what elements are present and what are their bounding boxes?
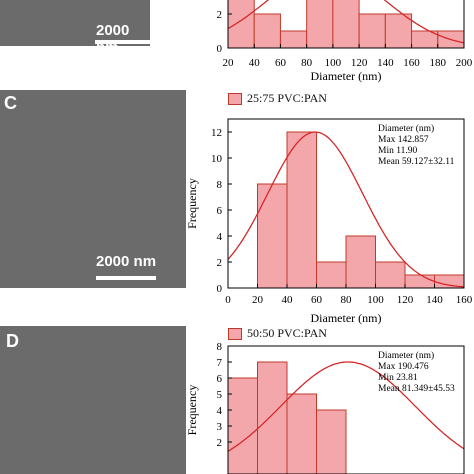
y-tick-label: 7 — [217, 357, 223, 369]
panel-letter-d: D — [6, 331, 19, 351]
scale-bar — [95, 40, 150, 44]
sem-image-c: C 2000 nm — [0, 90, 186, 288]
x-tick-label: 60 — [311, 294, 323, 306]
histogram-bar — [227, 0, 255, 49]
x-tick-label: 0 — [225, 294, 231, 306]
y-tick-label: 8 — [217, 179, 223, 191]
x-tick-label: 120 — [351, 57, 368, 69]
histogram-bar — [286, 131, 317, 289]
stats-annotation: Diameter (nm) — [378, 123, 434, 134]
y-tick-label: 6 — [217, 205, 223, 217]
histogram-bar — [358, 13, 386, 49]
x-tick-label: 140 — [377, 57, 394, 69]
stats-annotation: Min 23.81 — [378, 373, 418, 383]
legend-label: 25:75 PVC:PAN — [247, 91, 327, 105]
y-tick-label: 2 — [217, 437, 223, 449]
normal-fit-curve — [227, 131, 465, 288]
y-tick-label: 4 — [217, 231, 223, 243]
x-tick-label: 160 — [403, 57, 420, 69]
x-tick-label: 60 — [275, 57, 287, 69]
histogram-bar — [384, 13, 413, 49]
x-tick-label: 40 — [249, 57, 261, 69]
y-tick-label: 10 — [211, 153, 223, 165]
y-tick-label: 12 — [211, 127, 222, 139]
y-tick-label: 4 — [217, 405, 223, 417]
legend-c: 25:75 PVC:PAN — [228, 91, 327, 106]
x-tick-label: 120 — [397, 294, 414, 306]
histogram-bar — [279, 30, 308, 49]
scale-label: 2000 nm — [96, 253, 157, 270]
x-tick-label: 100 — [367, 294, 384, 306]
x-tick-label: 200 — [456, 57, 473, 69]
histogram-bar — [316, 409, 347, 474]
y-tick-label: 5 — [217, 389, 223, 401]
y-tick-label: 3 — [217, 421, 223, 433]
sem-image-top: 2000 nm — [0, 0, 150, 46]
y-axis-label: Frequency — [185, 385, 199, 436]
y-tick-label: 2 — [217, 9, 223, 21]
stats-annotation: Max 190.476 — [378, 362, 429, 372]
y-tick-label: 0 — [217, 283, 223, 295]
histogram-bar — [257, 361, 288, 474]
histogram-bar — [227, 377, 258, 474]
normal-fit-curve — [227, 0, 465, 44]
x-tick-label: 180 — [430, 57, 447, 69]
stats-annotation: Min 11.90 — [378, 146, 417, 156]
x-tick-label: 20 — [223, 57, 235, 69]
histogram-bar — [286, 393, 317, 474]
x-tick-label: 100 — [325, 57, 342, 69]
histogram-bar — [306, 0, 334, 49]
legend-label: 50:50 PVC:PAN — [247, 326, 327, 340]
stats-annotation: Max 142.857 — [378, 135, 429, 145]
histogram-bar — [257, 183, 288, 289]
histogram-bar — [316, 261, 347, 289]
x-tick-label: 40 — [282, 294, 294, 306]
y-axis-label: Frequency — [185, 178, 199, 229]
legend-d: 50:50 PVC:PAN — [228, 326, 327, 341]
histogram-bar — [253, 13, 281, 49]
normal-fit-curve — [227, 361, 465, 452]
y-tick-label: 8 — [217, 341, 223, 353]
scale-bar — [96, 276, 156, 280]
histogram-bar — [332, 0, 360, 49]
y-tick-label: 0 — [217, 43, 223, 55]
stats-annotation: Mean 81.349±45.53 — [378, 384, 455, 394]
sem-image-d: D — [0, 326, 186, 474]
x-tick-label: 160 — [456, 294, 473, 306]
x-axis-label: Diameter (nm) — [311, 69, 382, 83]
x-axis-label: Diameter (nm) — [311, 311, 382, 325]
stats-annotation: Diameter (nm) — [378, 350, 434, 361]
stats-annotation: Mean 59.127±32.11 — [378, 157, 455, 167]
histogram-bar — [345, 235, 376, 289]
x-tick-label: 140 — [426, 294, 443, 306]
legend-swatch — [228, 327, 242, 340]
legend-swatch — [228, 92, 242, 105]
x-tick-label: 80 — [301, 57, 313, 69]
x-tick-label: 20 — [252, 294, 264, 306]
y-tick-label: 2 — [217, 257, 223, 269]
histogram-bar — [404, 274, 435, 289]
scale-label: 2000 nm — [96, 22, 130, 46]
x-tick-label: 80 — [341, 294, 353, 306]
panel-letter-c: C — [4, 93, 17, 113]
y-tick-label: 6 — [217, 373, 223, 385]
histogram-bar — [375, 261, 406, 289]
